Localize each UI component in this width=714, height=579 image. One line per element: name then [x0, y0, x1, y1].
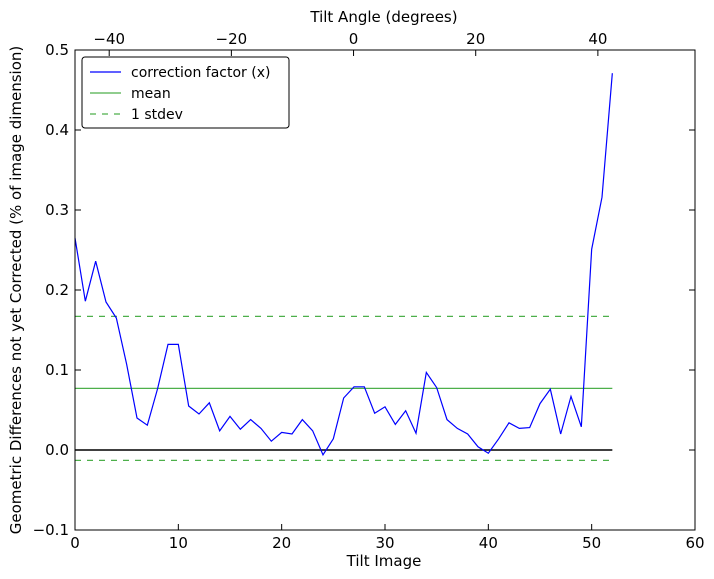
x-tick-label: 0 [70, 534, 80, 552]
legend: correction factor (x) mean 1 stdev [81, 56, 290, 129]
x-tick-label: 30 [375, 534, 394, 552]
legend-label-mean: mean [131, 86, 171, 102]
y-tick-label: −0.1 [33, 521, 69, 539]
legend-box [81, 56, 290, 129]
y-axis-title: Geometric Differences not yet Corrected … [7, 46, 25, 535]
y-tick-label: 0.4 [45, 121, 69, 139]
top-tick-label: 20 [466, 30, 485, 48]
top-axis-title: Tilt Angle (degrees) [309, 8, 457, 26]
top-tick-label: −20 [216, 30, 248, 48]
y-tick-label: 0.0 [45, 441, 69, 459]
legend-label-stdev: 1 stdev [131, 107, 183, 123]
y-tick-label: 0.3 [45, 201, 69, 219]
x-axis-title: Tilt Image [346, 552, 422, 570]
top-tick-label: −40 [93, 30, 125, 48]
top-tick-label: 0 [349, 30, 359, 48]
plot-lines [74, 73, 613, 461]
top-tick-label: 40 [588, 30, 607, 48]
y-tick-label: 0.1 [45, 361, 69, 379]
x-tick-label: 60 [685, 534, 704, 552]
x-tick-label: 10 [169, 534, 188, 552]
ticks: 0 10 20 30 40 50 60 −0.1 0.0 0.1 0.2 0.3 0.4 0.5 −40 −2… [33, 30, 705, 552]
x-tick-label: 20 [272, 534, 291, 552]
y-tick-label: 0.5 [45, 41, 69, 59]
legend-label-correction: correction factor (x) [131, 65, 270, 81]
x-tick-label: 40 [479, 534, 498, 552]
y-tick-label: 0.2 [45, 281, 69, 299]
series-line-0 [74, 73, 613, 457]
x-tick-label: 50 [582, 534, 601, 552]
